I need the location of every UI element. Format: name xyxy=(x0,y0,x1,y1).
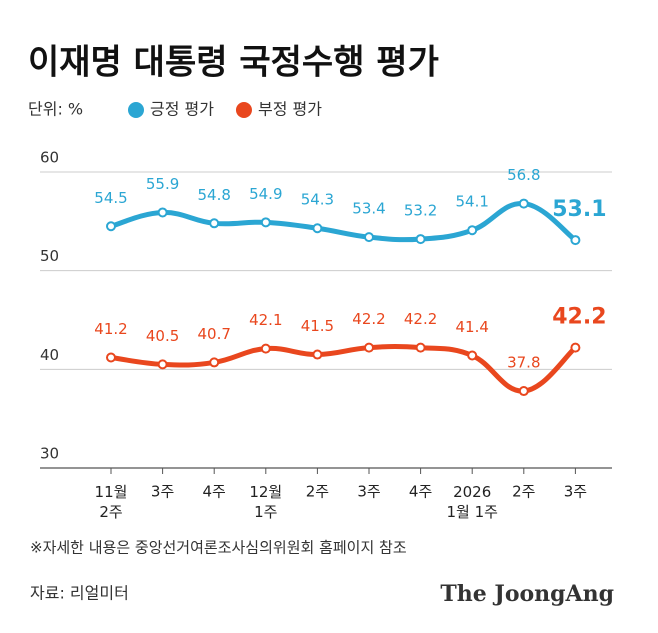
x-tick-label: 4주 xyxy=(203,483,226,501)
data-point xyxy=(570,342,581,353)
data-point xyxy=(106,221,116,232)
data-point xyxy=(157,359,168,370)
data-label: 55.9 xyxy=(146,175,179,193)
data-label: 42.1 xyxy=(249,311,282,329)
data-point xyxy=(209,218,220,229)
x-tick-label: 2026 1월 1주 xyxy=(446,483,497,521)
data-label: 54.8 xyxy=(197,186,230,204)
data-point xyxy=(312,349,323,360)
x-tick-label: 3주 xyxy=(564,483,587,501)
series-line xyxy=(110,344,578,394)
data-point xyxy=(157,207,168,218)
data-label: 42.2 xyxy=(352,310,385,328)
data-point xyxy=(260,217,271,228)
data-point xyxy=(209,357,220,368)
chart-title: 이재명 대통령 국정수행 평가 xyxy=(28,43,439,83)
data-label: 41.5 xyxy=(301,317,334,335)
x-tick-label: 3주 xyxy=(151,483,174,501)
legend-label: 긍정 평가 xyxy=(150,100,214,119)
x-tick-label: 3주 xyxy=(357,483,380,501)
data-point xyxy=(518,198,529,209)
legend-marker xyxy=(128,102,144,118)
data-label: 40.5 xyxy=(146,327,179,345)
data-label: 42.2 xyxy=(404,310,437,328)
x-tick-label: 12월 1주 xyxy=(249,483,282,521)
series-line xyxy=(110,201,577,243)
legend-label: 부정 평가 xyxy=(258,100,322,119)
brand-logo: The JoongAng xyxy=(440,581,614,607)
data-point xyxy=(518,386,529,397)
data-label: 56.8 xyxy=(507,166,540,184)
data-label: 54.3 xyxy=(301,191,334,209)
data-point xyxy=(364,232,374,243)
unit-label: 단위: % xyxy=(28,100,83,119)
data-point xyxy=(415,234,426,245)
data-label: 54.9 xyxy=(249,185,282,203)
data-label: 53.1 xyxy=(552,197,606,222)
source: 자료: 리얼미터 xyxy=(30,584,129,603)
y-tick-label: 60 xyxy=(40,149,59,167)
data-label: 41.2 xyxy=(94,320,127,338)
data-point xyxy=(467,225,478,236)
data-label: 42.2 xyxy=(552,305,606,330)
data-label: 37.8 xyxy=(507,354,540,372)
y-tick-label: 50 xyxy=(40,247,59,265)
y-tick-label: 30 xyxy=(40,445,59,463)
data-point xyxy=(415,342,426,353)
data-point xyxy=(106,352,116,363)
legend-marker xyxy=(235,102,252,118)
x-tick-label: 2주 xyxy=(512,483,535,501)
data-point xyxy=(467,350,478,361)
data-label: 41.4 xyxy=(455,318,488,336)
data-label: 54.1 xyxy=(455,193,488,211)
data-label: 53.4 xyxy=(352,200,385,218)
data-point xyxy=(364,342,374,353)
x-tick-label: 2주 xyxy=(306,483,329,501)
y-tick-label: 40 xyxy=(40,346,59,364)
data-label: 54.5 xyxy=(94,189,127,207)
data-point xyxy=(312,223,323,234)
data-point xyxy=(570,235,581,246)
note: ※자세한 내용은 중앙선거여론조사심의위원회 홈페이지 참조 xyxy=(30,539,407,557)
data-label: 40.7 xyxy=(197,325,230,343)
x-tick-label: 4주 xyxy=(409,483,432,501)
data-point xyxy=(260,343,271,354)
x-tick-label: 11월 2주 xyxy=(95,483,128,521)
data-label: 53.2 xyxy=(404,202,437,220)
